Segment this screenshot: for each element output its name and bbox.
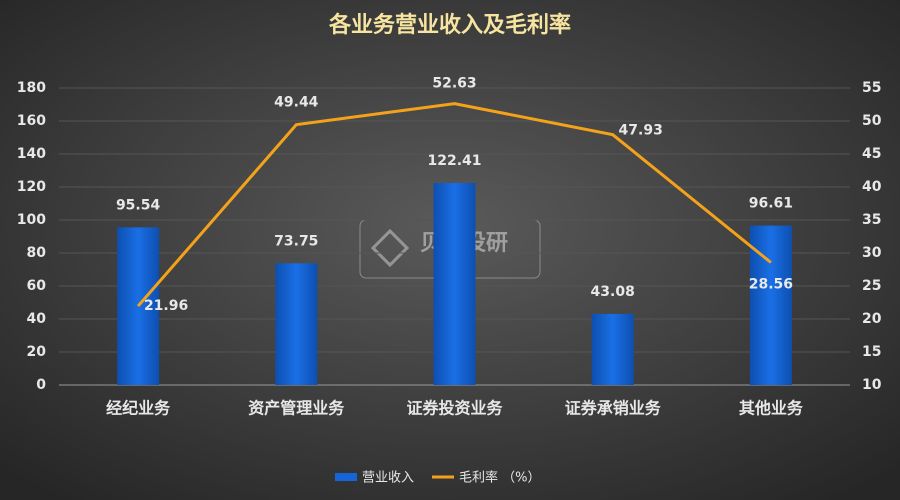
line-value-label: 49.44 <box>274 95 319 111</box>
y-tick-label: 0 <box>36 377 46 393</box>
legend-label: 营业收入 <box>362 471 414 486</box>
line-value-label: 21.96 <box>144 298 188 314</box>
y-tick-label: 180 <box>17 80 46 96</box>
bar-value-label: 122.41 <box>427 153 481 169</box>
y2-tick-label: 40 <box>862 179 882 195</box>
y2-tick-label: 25 <box>862 278 881 294</box>
y2-tick-label: 30 <box>862 245 882 261</box>
x-tick-label: 其他业务 <box>739 399 804 418</box>
line <box>136 102 772 308</box>
x-tick-label: 证券承销业务 <box>565 399 662 418</box>
bar <box>117 227 160 385</box>
chart-title: 各业务营业收入及毛利率 <box>328 12 571 38</box>
y2-tick-label: 50 <box>862 113 882 129</box>
line-value-label: 52.63 <box>432 76 476 92</box>
legend-swatch <box>335 473 357 481</box>
y-tick-label: 60 <box>27 278 47 294</box>
bar <box>275 263 318 385</box>
bar <box>591 313 634 385</box>
x-tick-label: 证券投资业务 <box>406 399 503 418</box>
y-tick-label: 100 <box>17 212 46 228</box>
x-tick-label: 经纪业务 <box>106 399 171 418</box>
legend-label: 毛利率 （%） <box>459 470 541 486</box>
y-tick-label: 20 <box>27 344 47 360</box>
y-tick-label: 40 <box>27 311 47 327</box>
bar-value-label: 73.75 <box>274 233 318 249</box>
bar-value-label: 96.61 <box>749 196 793 212</box>
y-tick-label: 80 <box>27 245 47 261</box>
y2-tick-label: 35 <box>862 212 881 228</box>
bar-value-label: 95.54 <box>116 197 161 213</box>
y2-tick-label: 15 <box>862 344 881 360</box>
bar-value-label: 43.08 <box>591 284 635 300</box>
y2-tick-label: 10 <box>862 377 882 393</box>
y2-tick-label: 45 <box>862 146 881 162</box>
x-tick-label: 资产管理业务 <box>248 399 345 418</box>
line-value-label: 47.93 <box>619 123 663 139</box>
y-tick-label: 160 <box>17 113 46 129</box>
line-value-label: 28.56 <box>749 277 793 293</box>
bar <box>433 183 476 385</box>
y-tick-label: 140 <box>17 146 46 162</box>
y2-tick-label: 55 <box>862 80 881 96</box>
y2-tick-label: 20 <box>862 311 882 327</box>
watermark-icon <box>370 228 410 268</box>
y-tick-label: 120 <box>17 179 46 195</box>
